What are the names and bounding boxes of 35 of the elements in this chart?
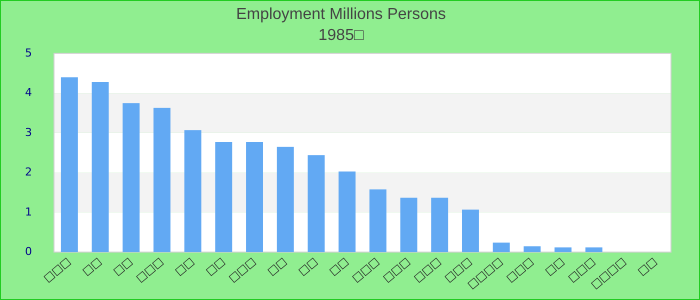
bar — [122, 103, 140, 252]
y-tick-label: 2 — [25, 166, 32, 179]
x-tick-label: □□ — [542, 254, 567, 278]
x-tick-label: □□ — [264, 254, 290, 278]
bar — [462, 210, 479, 252]
y-tick-label: 4 — [25, 86, 32, 100]
x-tick-label: □□ — [635, 254, 660, 278]
bar — [276, 146, 294, 252]
y-tick-label: 1 — [25, 205, 32, 218]
bar — [524, 246, 541, 252]
bar — [308, 155, 325, 252]
y-tick-label: 0 — [25, 245, 32, 258]
y-tick-label: 3 — [25, 126, 32, 139]
x-tick-label: □□ — [203, 254, 228, 278]
bar — [554, 247, 572, 252]
x-tick-label: □□ — [80, 254, 104, 278]
x-tick-label: □□ — [296, 254, 320, 278]
bar — [60, 77, 78, 252]
bar — [215, 142, 232, 252]
bar — [92, 82, 109, 252]
bar — [369, 189, 386, 252]
chart-subtitle: 1985□ — [318, 27, 364, 44]
bar — [431, 198, 448, 252]
x-tick-label: □□ — [326, 254, 351, 278]
bar — [400, 198, 418, 252]
bar — [184, 130, 202, 252]
chart-title: Employment Millions Persons — [236, 6, 446, 24]
bar — [246, 142, 264, 252]
bar — [492, 242, 510, 252]
x-tick-label: □□ — [110, 254, 135, 278]
bar — [338, 171, 356, 252]
x-tick-label: □□ — [172, 254, 197, 278]
bar — [585, 247, 602, 252]
y-tick-label: 5 — [25, 46, 32, 60]
bar — [153, 108, 170, 252]
